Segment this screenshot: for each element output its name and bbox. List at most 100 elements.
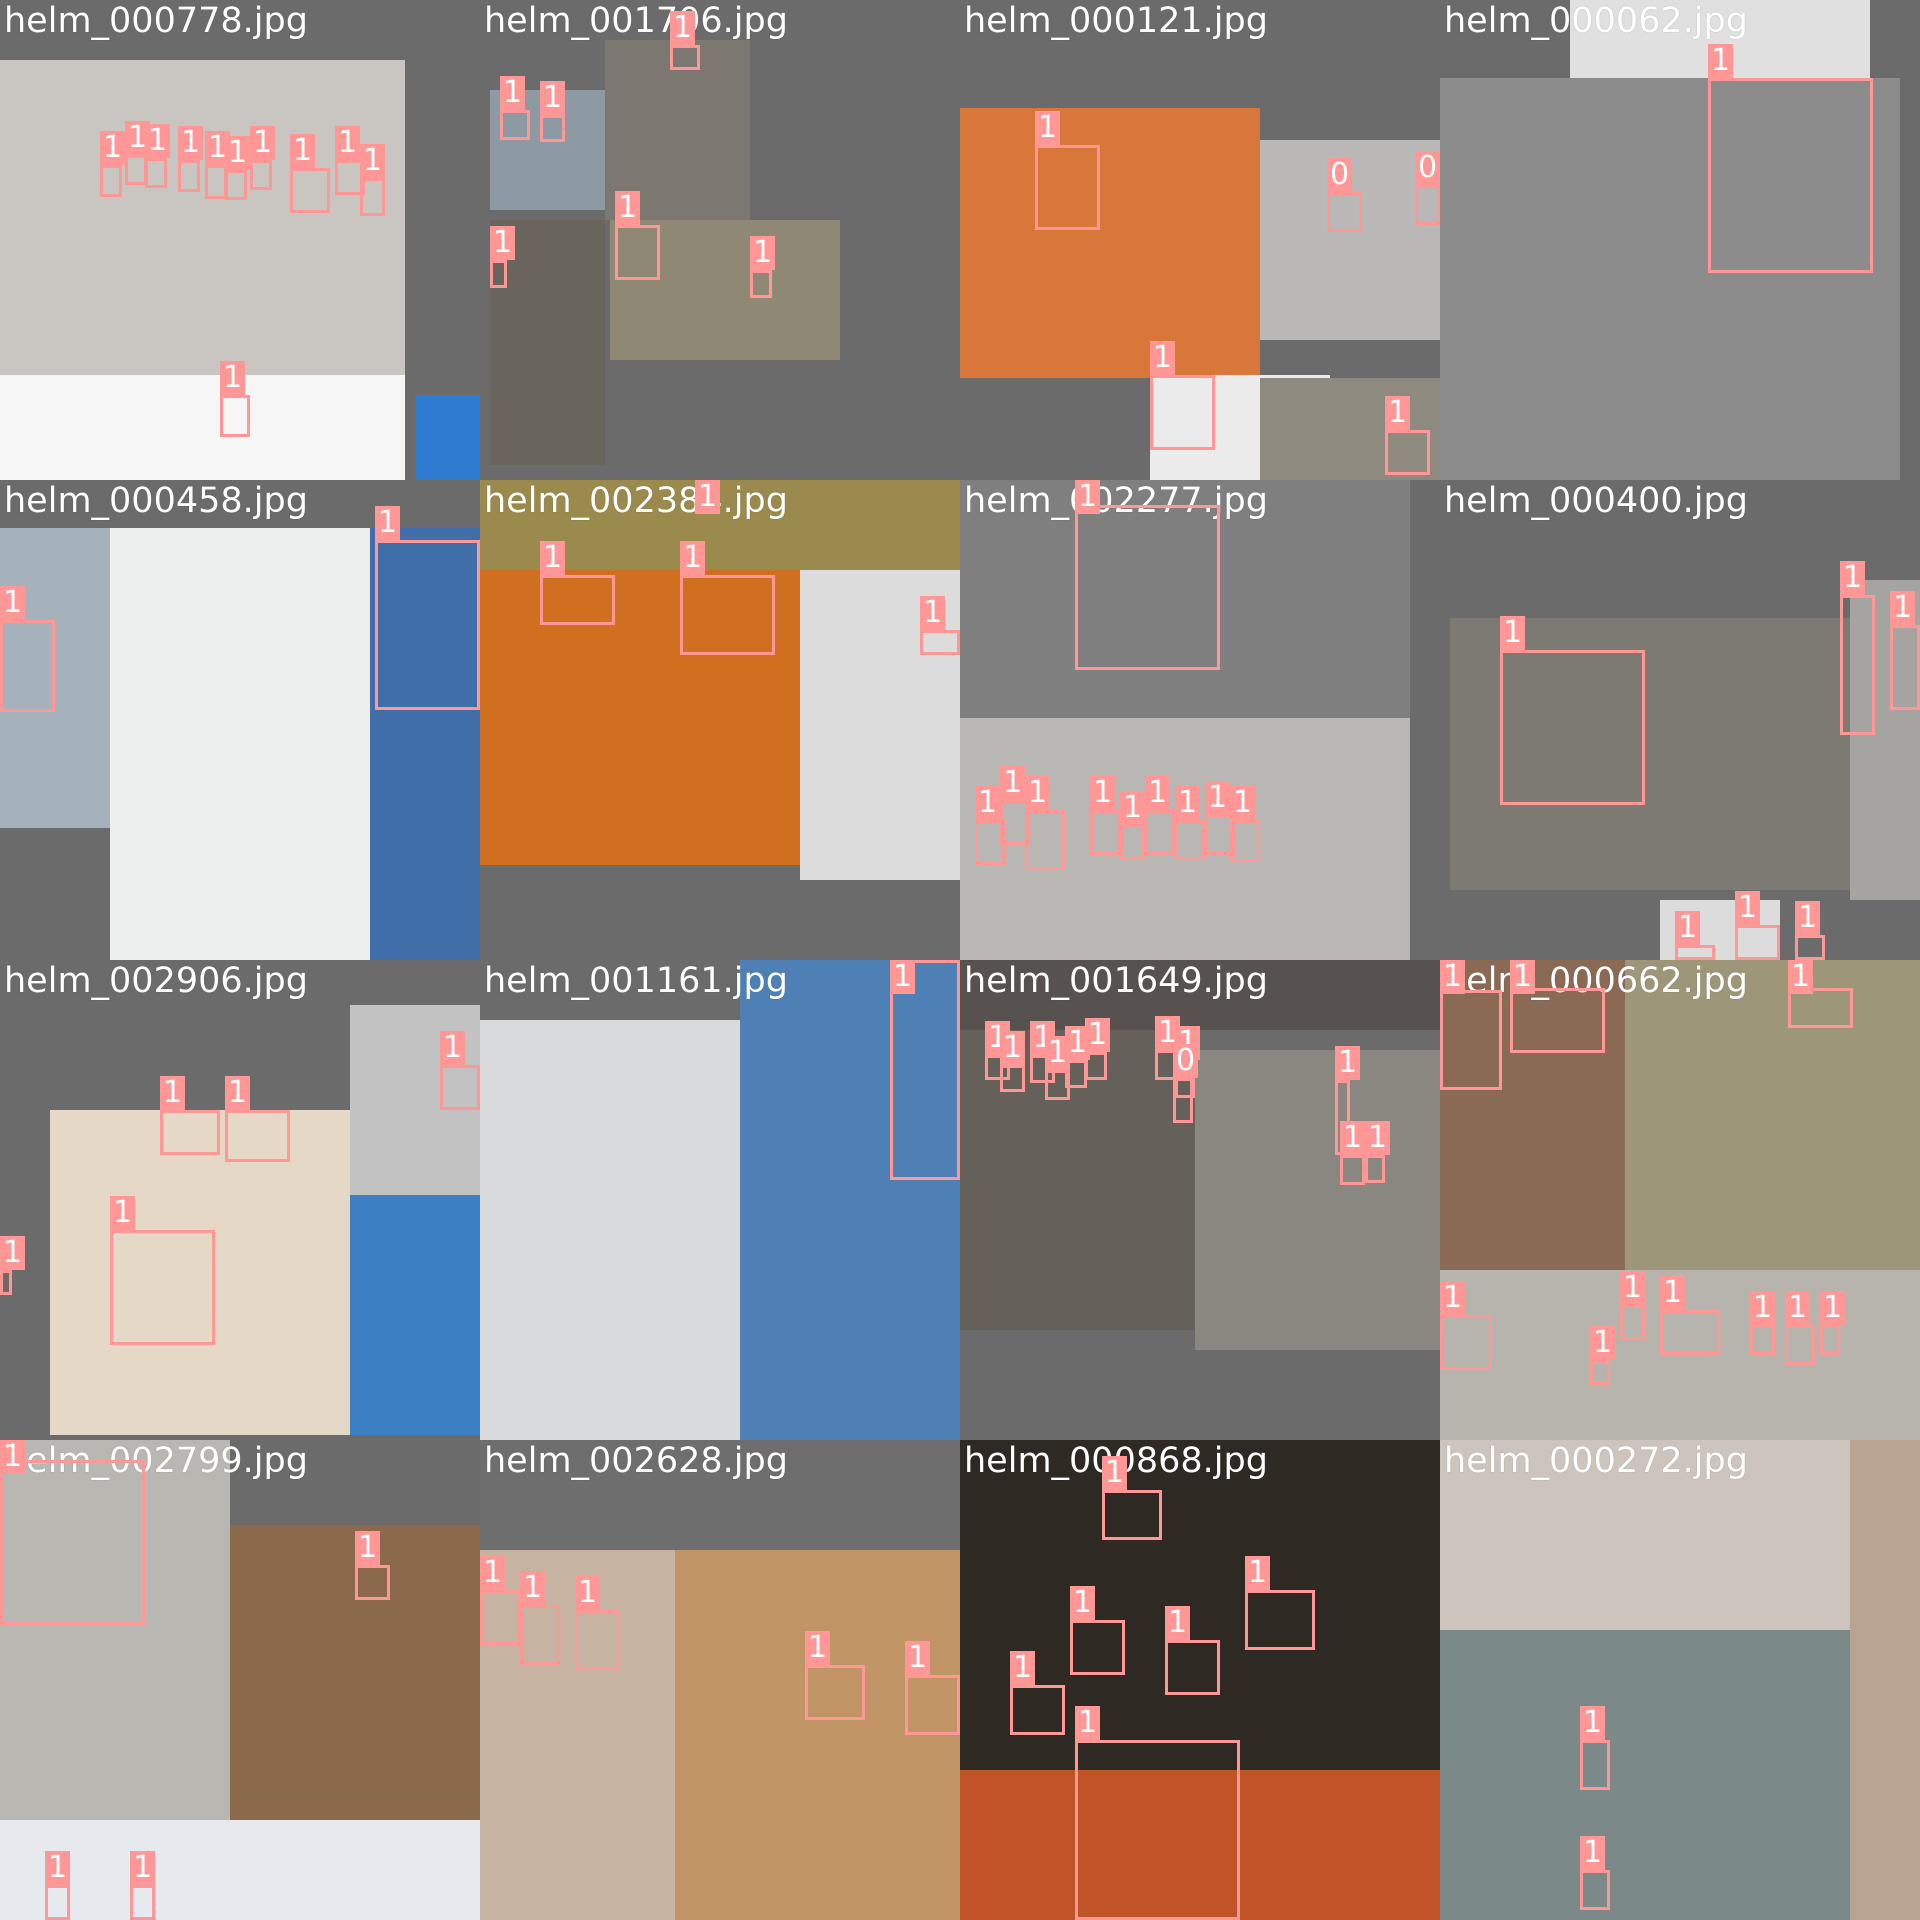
mosaic-tile: helm_002906.jpg 1 1 1 1 1: [0, 960, 480, 1440]
bounding-box: [1340, 1155, 1365, 1185]
bounding-box: [615, 225, 660, 280]
photo-region: [960, 718, 1410, 960]
bounding-box: [110, 1230, 215, 1345]
class-label: 1: [440, 1031, 466, 1065]
class-label: 1: [1120, 791, 1146, 825]
class-label: 1: [1620, 1271, 1646, 1305]
photo-region: [675, 1550, 960, 1920]
bounding-box: [1075, 505, 1220, 670]
class-label: 1: [1070, 1586, 1096, 1620]
bounding-box: [520, 1605, 560, 1665]
class-label: 1: [0, 1440, 26, 1474]
mosaic-tile: helm_002799.jpg 1 1 1 1: [0, 1440, 480, 1920]
bounding-box: [250, 160, 272, 190]
class-label: 1: [1035, 111, 1061, 145]
class-label: 1: [1010, 1651, 1036, 1685]
image-filename: helm_000062.jpg: [1444, 1, 1748, 41]
bounding-box: [178, 160, 200, 192]
class-label: 1: [130, 1851, 156, 1885]
photo-region: [960, 480, 1410, 718]
bounding-box: [1415, 185, 1440, 225]
class-label: 1: [1145, 776, 1171, 810]
class-label: 1: [1580, 1836, 1606, 1870]
class-label: 1: [225, 136, 251, 170]
bounding-box: [920, 630, 960, 655]
bounding-box: [1440, 1315, 1492, 1370]
bounding-box: [0, 1460, 145, 1625]
class-label: 1: [1788, 960, 1814, 994]
bounding-box: [1205, 815, 1235, 855]
class-label: 1: [360, 144, 386, 178]
class-label: 1: [1735, 891, 1761, 925]
class-label: 1: [220, 361, 246, 395]
bounding-box: [375, 540, 480, 710]
photo-region: [350, 1195, 480, 1435]
class-label: 0: [1415, 151, 1440, 185]
bounding-box: [225, 1110, 290, 1162]
class-label: 1: [1075, 1706, 1101, 1740]
bounding-box: [540, 575, 615, 625]
class-label: 1: [905, 1641, 931, 1675]
bounding-box: [540, 115, 565, 142]
photo-region: [110, 528, 370, 960]
bounding-box: [500, 110, 530, 140]
image-filename: helm_000778.jpg: [4, 1, 308, 41]
bounding-box: [1750, 1325, 1775, 1355]
bounding-box: [1230, 820, 1260, 862]
photo-region: [610, 220, 840, 360]
class-label: 1: [750, 236, 776, 270]
class-label: 1: [520, 1571, 546, 1605]
bounding-box: [0, 620, 55, 712]
photo-region: [1850, 580, 1920, 900]
bounding-box: [1788, 988, 1853, 1028]
bounding-box: [1165, 1640, 1220, 1695]
mosaic-tile: helm_000458.jpg 1 1: [0, 480, 480, 960]
class-label: 1: [250, 126, 276, 160]
class-label: 1: [1750, 1291, 1776, 1325]
photo-region: [370, 528, 480, 960]
class-label: 1: [670, 11, 696, 45]
photo-region: [1195, 1050, 1440, 1350]
photo-region: [1440, 960, 1625, 1270]
image-filename: helm_002906.jpg: [4, 961, 308, 1001]
class-label: 1: [1150, 341, 1176, 375]
image-filename: helm_002628.jpg: [484, 1441, 788, 1481]
class-label: 1: [540, 81, 566, 115]
bounding-box: [1580, 1740, 1610, 1790]
class-label: 1: [975, 786, 1001, 820]
photo-region: [480, 1440, 960, 1550]
class-label: 1: [1890, 591, 1916, 625]
bounding-box: [1150, 375, 1215, 450]
bounding-box: [290, 168, 330, 213]
bounding-box: [1245, 1590, 1315, 1650]
mosaic-tile: helm_000662.jpg 1 1 1 1 1 1 1 1 1 1: [1440, 960, 1920, 1440]
bounding-box: [480, 1590, 520, 1645]
bounding-box: [1010, 1685, 1065, 1735]
mosaic-tile: helm_000400.jpg 1 1 1 1 1 1: [1440, 480, 1920, 960]
bounding-box: [750, 270, 772, 298]
bounding-box: [125, 155, 147, 185]
bounding-box: [1102, 1490, 1162, 1540]
photo-region: [0, 60, 405, 375]
class-label: 1: [1440, 960, 1466, 994]
mosaic-tile: helm_001649.jpg 1 1 1 1 1 1 1 1 1 1 1 0: [960, 960, 1440, 1440]
class-label: 1: [45, 1851, 71, 1885]
photo-region: [1440, 1440, 1850, 1630]
photo-region: [960, 108, 1260, 378]
photo-region: [1440, 78, 1900, 480]
class-label: 1: [1365, 1121, 1391, 1155]
mosaic-tile: helm_000121.jpg 1 0 0 1 1: [960, 0, 1440, 480]
bounding-box: [1708, 78, 1873, 273]
class-label: 1: [575, 1576, 601, 1610]
photo-region: [605, 40, 750, 220]
class-label: 1: [1510, 960, 1536, 994]
class-label: 1: [1785, 1291, 1811, 1325]
photo-region: [740, 960, 960, 1440]
bounding-box: [205, 165, 227, 199]
bounding-box: [160, 1110, 220, 1155]
image-filename: helm_000458.jpg: [4, 481, 308, 521]
class-label: 1: [680, 541, 706, 575]
bounding-box: [220, 395, 250, 437]
class-label: 1: [335, 126, 361, 160]
